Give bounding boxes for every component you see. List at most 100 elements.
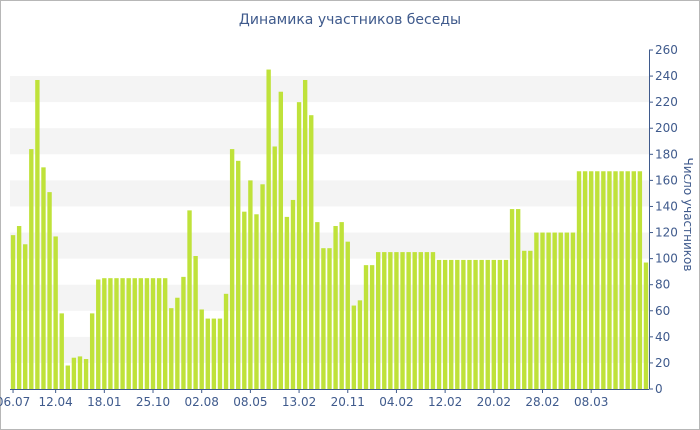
bar [156,278,162,389]
y-axis: 0 20 40 60 80 100 120 140 160 180 200 220 240 260 [649,43,678,396]
bar [83,359,89,389]
bar [229,149,235,389]
bar [53,236,58,389]
bar [400,252,405,389]
bar [558,232,563,389]
y-tick-label: 160 [655,173,678,187]
bar [333,226,338,389]
x-tick-label: 12.02 [428,395,462,409]
bar [321,248,326,389]
bar [528,250,533,389]
bar [631,171,636,389]
bar [449,259,454,389]
x-tick-label: 08.03 [574,395,608,409]
y-tick-label: 60 [655,304,670,318]
bar [120,278,125,389]
bar [284,216,290,389]
x-tick-label: 13.02 [282,395,316,409]
y-tick-label: 200 [655,121,678,135]
bar [114,278,119,389]
bar [10,235,16,389]
bar [497,259,503,389]
bar [77,356,83,389]
bar [625,171,630,389]
x-tick-label: 08.05 [233,395,267,409]
bar [71,357,77,389]
bar [217,318,223,389]
x-tick-label: 25.10 [136,395,170,409]
x-tick-label: 28.02 [525,395,559,409]
bar [424,252,430,389]
bar [16,226,22,389]
bar [613,171,618,389]
bar [607,171,612,389]
y-tick-label: 0 [655,382,663,396]
bar [509,209,515,389]
bar [643,262,649,389]
bar [254,214,259,389]
bar [89,313,95,389]
bar [35,79,40,389]
x-tick-label: 20.02 [477,395,511,409]
bar [126,278,131,389]
bar [41,167,46,389]
bar [150,278,156,389]
bar [169,308,174,389]
bar [461,259,466,389]
bar [144,278,150,389]
grid-band [10,180,649,207]
bar [412,252,417,389]
bar [369,265,375,389]
y-tick-label: 220 [655,95,678,109]
bar [59,313,64,389]
bar-series [10,69,649,390]
bar [442,259,448,389]
bar [388,252,393,389]
bar [570,232,576,389]
chart-title: Динамика участников беседы [238,12,462,28]
bar [485,259,490,389]
bar [522,250,527,389]
bar [65,365,71,389]
y-axis-title: Число участников [681,158,695,272]
bar [339,222,344,389]
bar [242,211,247,389]
bar [540,232,545,389]
bar [467,259,472,389]
x-axis: 06.07 12.04 18.01 25.10 02.08 08.05 13.02 20.11… [0,389,649,409]
bar [546,232,551,389]
grid-band [10,128,649,155]
bar [491,259,497,389]
bar [588,171,594,389]
bar [199,309,204,389]
bar [406,252,411,389]
bar [162,278,168,389]
x-tick-label: 20.11 [331,395,365,409]
y-tick-label: 180 [655,147,678,161]
bar [619,171,624,389]
y-tick-label: 140 [655,199,678,213]
bar [357,300,363,389]
bar [552,232,557,389]
bar [248,180,253,389]
x-tick-label: 02.08 [185,395,219,409]
bar [175,297,180,389]
bar [601,171,606,389]
bar [223,293,229,389]
bar [102,278,107,389]
bar [375,252,381,389]
bar [455,259,460,389]
y-tick-label: 240 [655,69,678,83]
bar [296,102,302,390]
bar [132,278,137,389]
bar [138,278,144,389]
y-tick-label: 40 [655,330,670,344]
bar [394,252,399,389]
grid-band [10,76,649,103]
bar [187,210,192,389]
bar [29,149,34,389]
bar [290,199,296,389]
y-tick-label: 260 [655,43,678,57]
bar [96,279,101,389]
